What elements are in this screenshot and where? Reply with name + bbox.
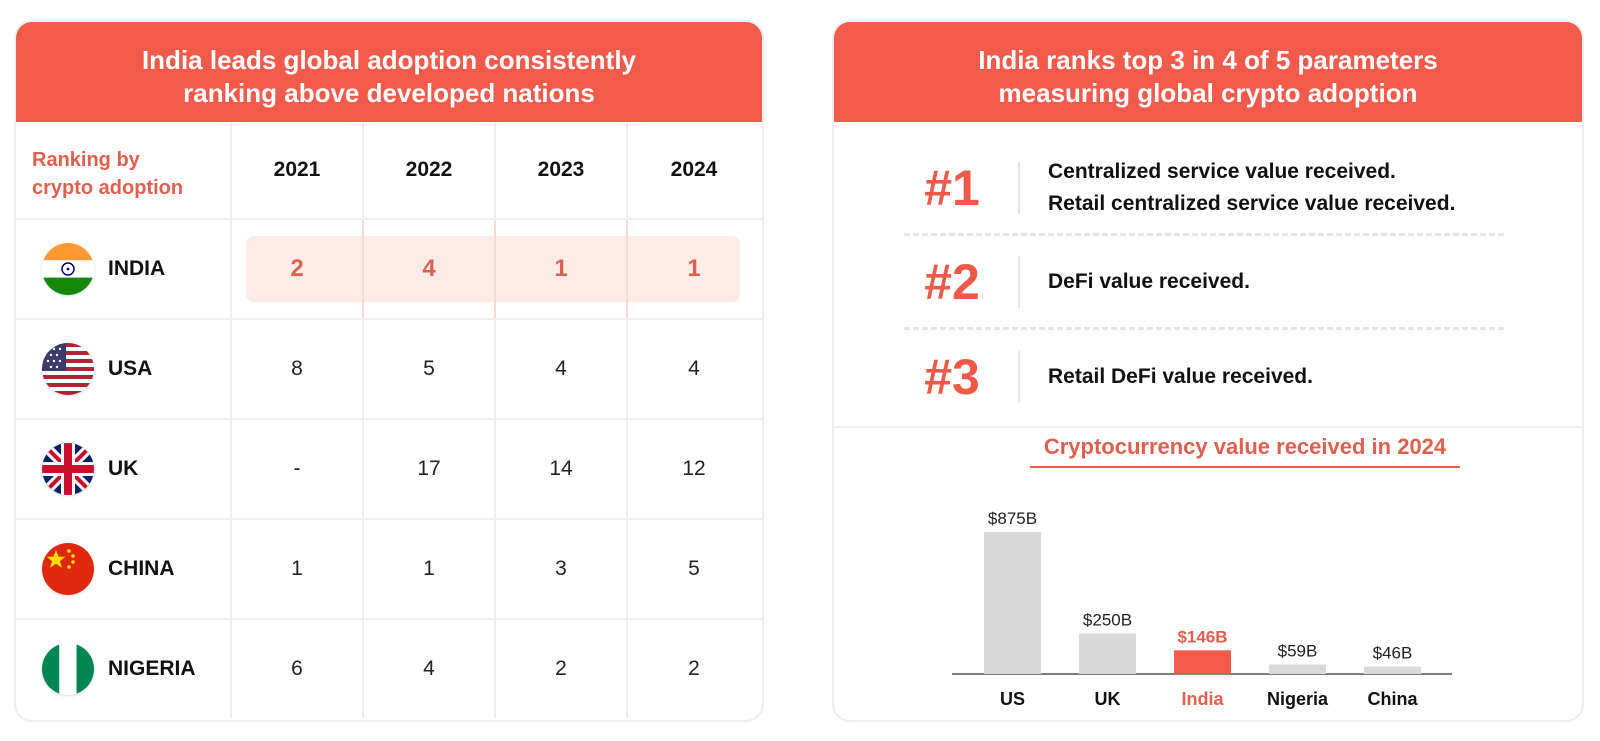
ranking-table: Ranking by crypto adoption 2021 2022 202…: [16, 122, 762, 718]
bar-india: [1174, 650, 1231, 674]
rank-cell: 4: [496, 320, 628, 418]
parameter-rank: #1: [924, 159, 980, 216]
bar-value-label: $46B: [1373, 644, 1413, 663]
rank-cell: 5: [364, 320, 496, 418]
year-header: 2022: [364, 122, 496, 218]
rank-cell: 1: [232, 520, 364, 618]
rank-cell: 1: [364, 520, 496, 618]
rank-cell: 1: [496, 220, 628, 318]
value-bar-chart: $875B US $250B UK $146B India $59B Nigeria $46B C…: [952, 509, 1452, 709]
chart-title: Cryptocurrency value received in 2024: [1030, 434, 1460, 468]
country-cell: CHINA: [16, 520, 232, 618]
parameter-rank: #3: [924, 349, 980, 405]
rank-cell: 4: [364, 220, 496, 318]
parameter-divider: [1018, 351, 1020, 403]
rank-cell: 2: [688, 657, 700, 680]
parameter-item: #3 Retail DeFi value received.: [904, 330, 1504, 424]
table-row-uk: UK - 17 14 12: [16, 418, 762, 518]
bar-value-label: $146B: [1177, 627, 1227, 646]
adoption-ranking-card: India leads global adoption consistently…: [14, 20, 764, 722]
table-row-usa: USA 8 5 4 4: [16, 318, 762, 418]
nigeria-flag-icon: [42, 643, 94, 695]
bar-value-label: $250B: [1083, 610, 1132, 629]
corner-line2: crypto adoption: [32, 177, 184, 199]
section-divider: [834, 426, 1582, 428]
bar-us: [984, 532, 1041, 674]
country-cell: NIGERIA: [16, 620, 232, 718]
rank-cell: 17: [364, 420, 496, 518]
parameters-card: India ranks top 3 in 4 of 5 parameters m…: [832, 20, 1584, 722]
bar-nigeria: [1269, 664, 1326, 674]
rank-cell: 6: [232, 620, 364, 718]
parameter-item: #1 Centralized service value received. R…: [904, 142, 1504, 236]
country-name: CHINA: [108, 557, 175, 580]
rank-cell: 4: [364, 620, 496, 718]
parameter-text: Retail DeFi value received.: [1048, 361, 1313, 393]
ranking-card-title-line2: ranking above developed nations: [183, 78, 595, 108]
rank-cell: 8: [232, 320, 364, 418]
rank-cell: 1: [687, 255, 701, 282]
table-header-row: Ranking by crypto adoption 2021 2022 202…: [16, 122, 762, 218]
parameter-line: Retail DeFi value received.: [1048, 365, 1313, 388]
uk-flag-icon: [42, 443, 94, 495]
country-name: USA: [108, 357, 153, 380]
table-row-nigeria: NIGERIA 6 4 2 2: [16, 618, 762, 718]
parameters-title-line2: measuring global crypto adoption: [998, 78, 1418, 108]
parameter-divider: [1018, 255, 1020, 308]
country-name: NIGERIA: [108, 657, 196, 680]
rank-cell: 2: [232, 220, 364, 318]
category-label: India: [1181, 689, 1224, 709]
rank-cell: -: [232, 420, 364, 518]
bar-uk: [1079, 633, 1136, 674]
table-corner-label: Ranking by crypto adoption: [16, 122, 232, 218]
parameter-line: DeFi value received.: [1048, 269, 1250, 293]
parameter-line: Retail centralized service value receive…: [1048, 191, 1456, 215]
parameters-list: #1 Centralized service value received. R…: [904, 142, 1504, 424]
parameter-text: DeFi value received.: [1048, 266, 1250, 298]
parameter-text: Centralized service value received. Reta…: [1048, 156, 1455, 220]
country-cell: USA: [16, 320, 232, 418]
rank-cell: 2: [496, 620, 628, 718]
parameters-title-line1: India ranks top 3 in 4 of 5 parameters: [978, 45, 1438, 75]
parameter-divider: [1018, 161, 1020, 214]
country-cell: UK: [16, 420, 232, 518]
category-label: China: [1367, 689, 1418, 709]
china-flag-icon: [42, 543, 94, 595]
usa-flag-icon: [42, 343, 94, 395]
category-label: Nigeria: [1267, 689, 1329, 709]
year-header: 2024: [670, 158, 718, 181]
parameter-rank: #2: [924, 253, 980, 310]
table-row-china: CHINA 1 1 3 5: [16, 518, 762, 618]
category-label: UK: [1095, 689, 1121, 709]
rank-cell: 12: [682, 457, 706, 480]
bar-value-label: $875B: [988, 509, 1037, 528]
parameter-line: Centralized service value received.: [1048, 159, 1396, 183]
category-label: US: [1000, 689, 1025, 709]
corner-line1: Ranking by: [32, 149, 140, 171]
bar-value-label: $59B: [1278, 641, 1318, 660]
ranking-card-title-line1: India leads global adoption consistently: [141, 45, 637, 75]
parameters-card-header: India ranks top 3 in 4 of 5 parameters m…: [834, 22, 1582, 122]
bar-china: [1364, 666, 1421, 674]
country-name: UK: [108, 457, 139, 480]
india-flag-icon: [42, 243, 94, 295]
rank-cell: 14: [496, 420, 628, 518]
year-header: 2021: [232, 122, 364, 218]
ranking-card-header: India leads global adoption consistently…: [16, 22, 762, 122]
country-name: INDIA: [108, 257, 166, 280]
rank-cell: 5: [688, 557, 700, 580]
parameter-item: #2 DeFi value received.: [904, 236, 1504, 330]
rank-cell: 3: [496, 520, 628, 618]
country-cell: INDIA: [16, 220, 232, 318]
year-header: 2023: [496, 122, 628, 218]
rank-cell: 4: [688, 357, 700, 380]
table-row-india: INDIA 2 4 1 1: [16, 218, 762, 318]
india-highlight-band: [246, 236, 740, 302]
